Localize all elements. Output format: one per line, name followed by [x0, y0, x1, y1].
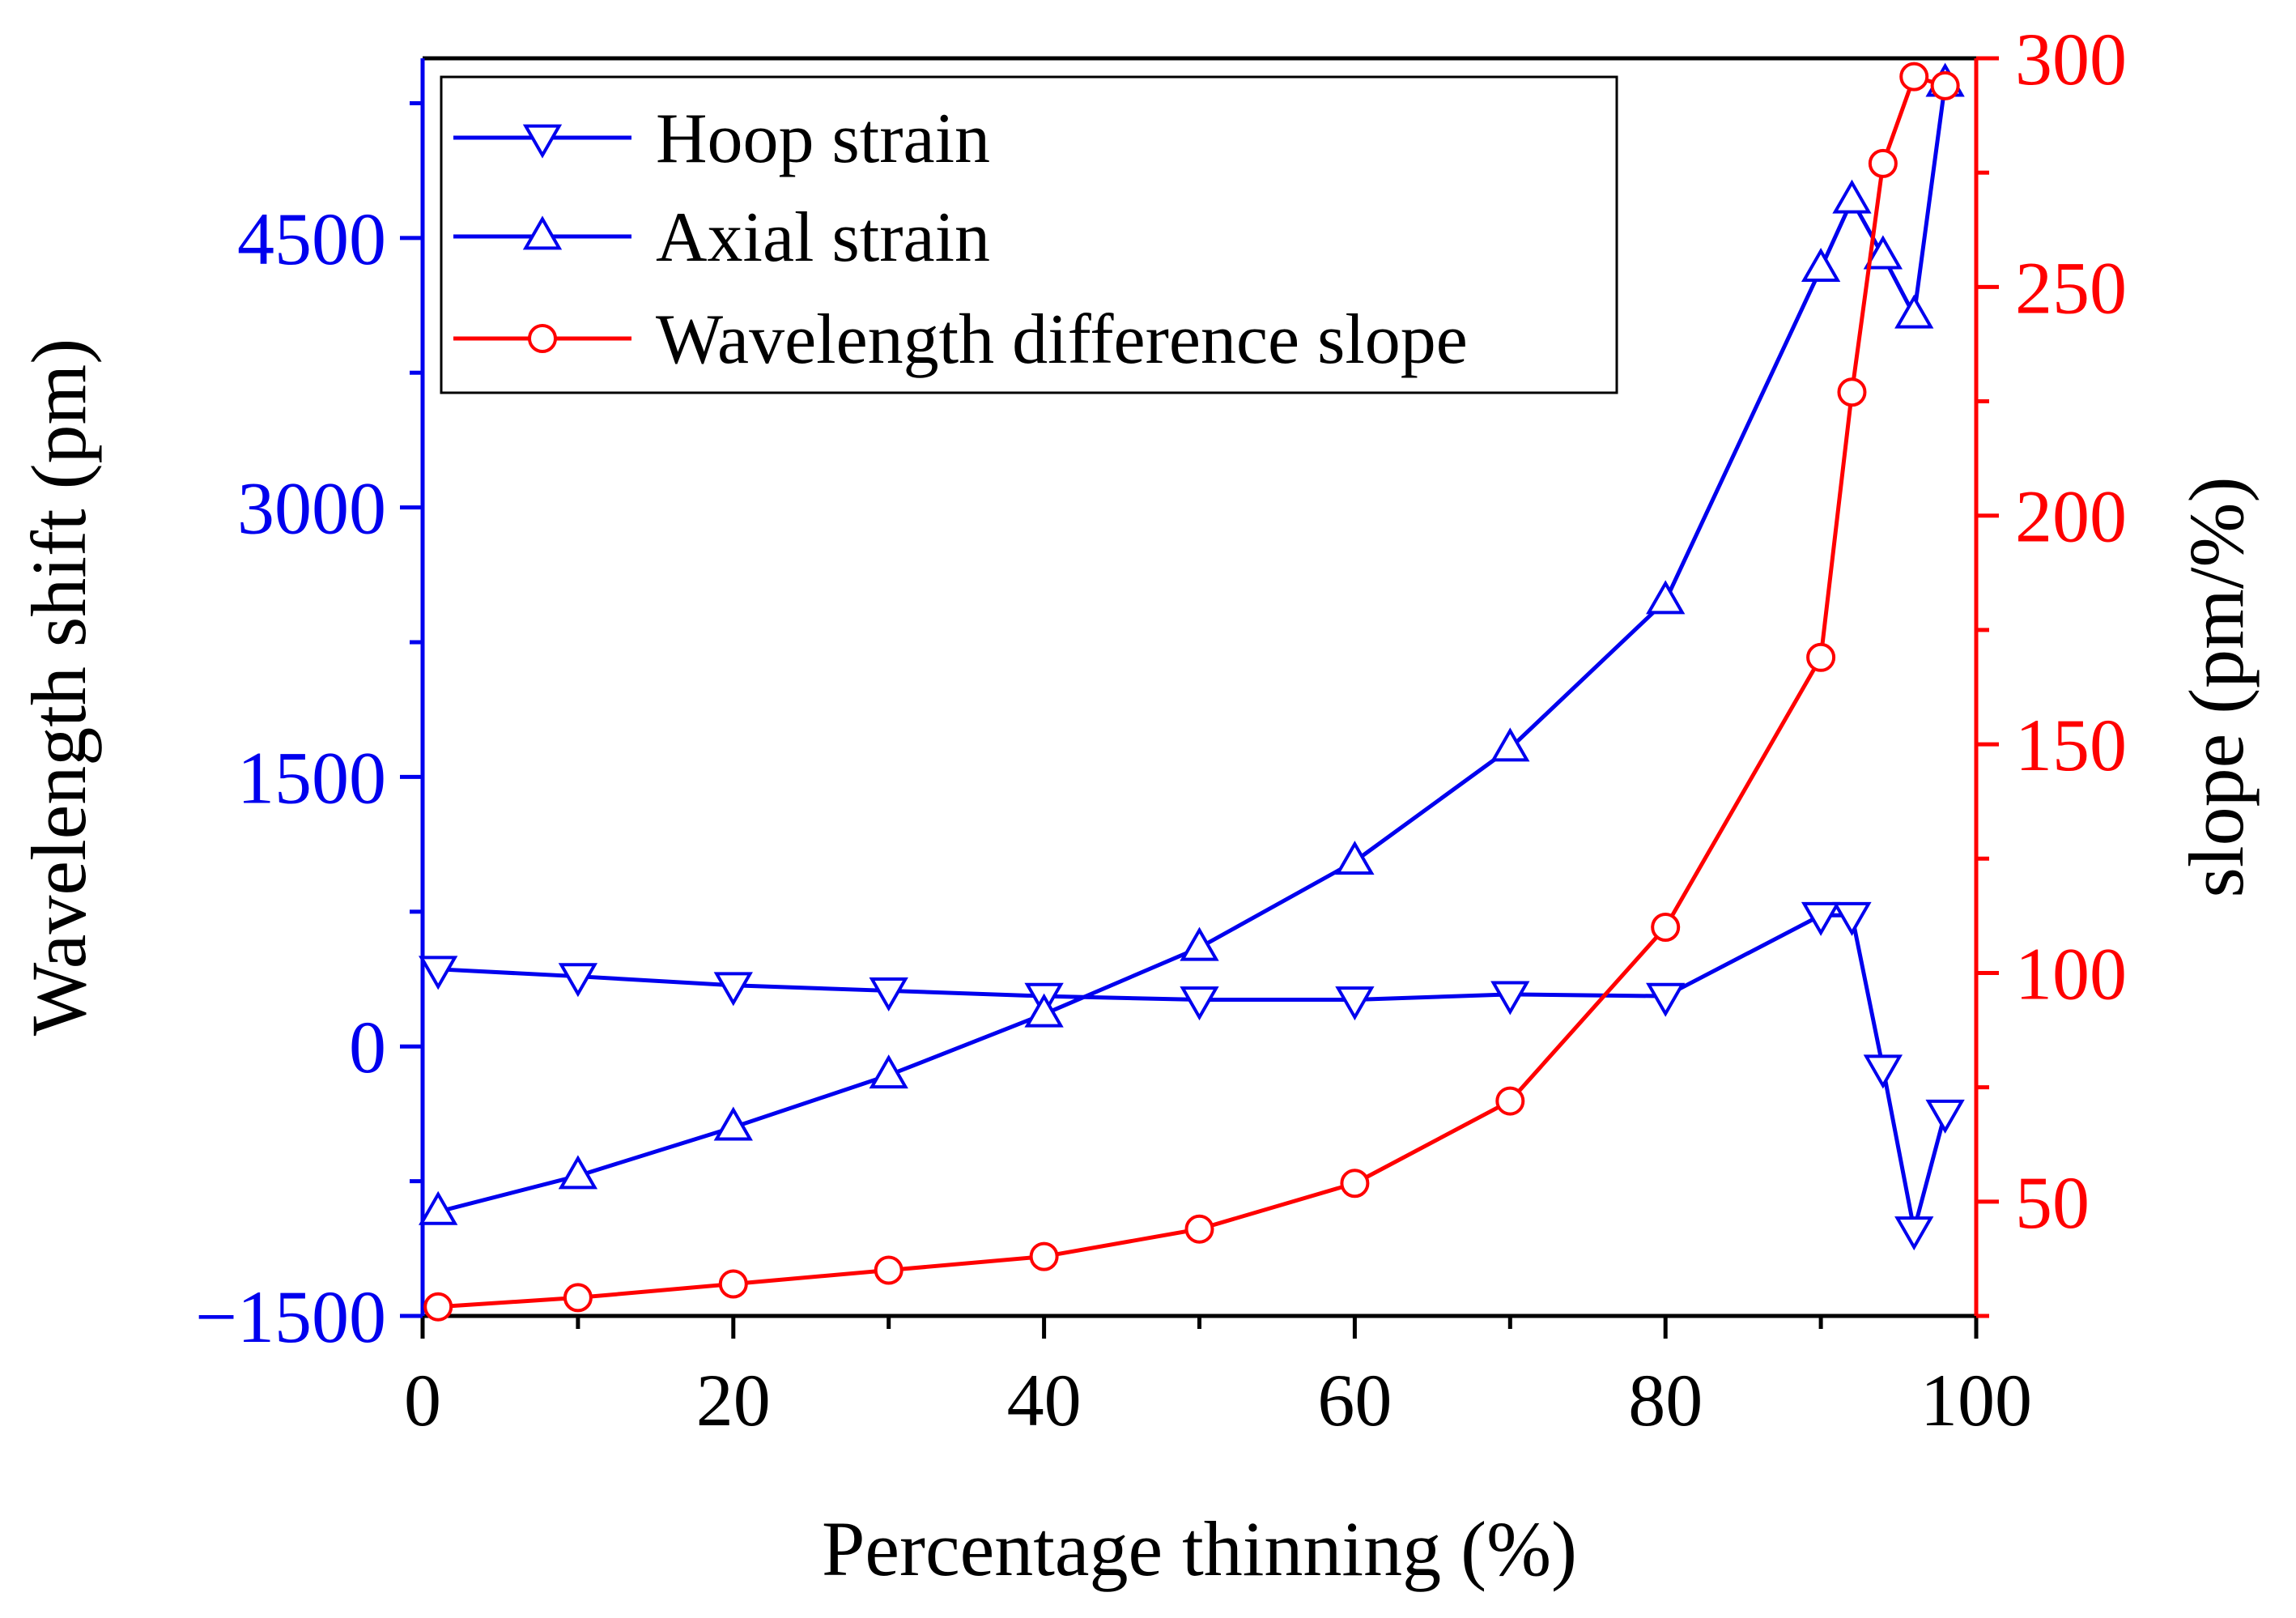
- hoop-strain-point: [1180, 986, 1219, 1021]
- y-left-tick-label: 1500: [237, 736, 386, 819]
- hoop-strain-point: [1335, 986, 1375, 1021]
- hoop-strain-point: [1832, 901, 1872, 936]
- y-right-tick-label: 300: [2015, 18, 2127, 100]
- wavelength-difference-slope-point: [1837, 377, 1867, 407]
- wavelength-difference-slope-point: [1651, 912, 1681, 942]
- y-right-axis-title: slope (pm/%): [2173, 477, 2260, 898]
- legend-marker: [528, 324, 557, 353]
- hoop-strain-point: [1863, 1054, 1903, 1089]
- y-left-tick-label: −1500: [195, 1275, 386, 1358]
- legend-label: Hoop strain: [656, 100, 990, 178]
- axial-strain-point: [558, 1155, 598, 1190]
- axial-strain-point: [713, 1106, 753, 1141]
- y-left-tick-label: 4500: [237, 198, 386, 280]
- legend-marker: [522, 124, 563, 159]
- x-tick-label: 60: [1317, 1359, 1392, 1441]
- y-left-axis-title: Wavelength shift (pm): [15, 339, 102, 1036]
- hoop-strain-point: [419, 956, 458, 990]
- wavelength-difference-slope-point: [423, 1292, 453, 1322]
- wavelength-difference-slope-point: [1868, 148, 1898, 178]
- hoop-strain-point: [1801, 901, 1841, 936]
- y-right-tick-label: 250: [2015, 246, 2127, 329]
- y-right-tick-label: 100: [2015, 932, 2127, 1015]
- axial-strain-point: [419, 1190, 458, 1225]
- axial-strain-point: [1863, 235, 1903, 270]
- wavelength-difference-slope-point: [563, 1283, 593, 1313]
- legend-box: [440, 75, 1618, 394]
- y-right-tick-label: 200: [2015, 475, 2127, 558]
- wavelength-difference-slope-point: [1340, 1169, 1370, 1199]
- hoop-strain-point: [1894, 1216, 1934, 1251]
- x-axis-title: Percentage thinning (%): [822, 1505, 1577, 1592]
- labels-layer: 0 20 40 60 80 100−150001500300045005010015020…: [15, 18, 2260, 1592]
- axial-strain-point: [1801, 247, 1841, 282]
- hoop-strain-point: [558, 963, 598, 998]
- hoop-strain-point: [713, 972, 753, 1007]
- hoop-strain-line: [438, 913, 1948, 1233]
- wavelength-difference-slope-point: [1029, 1241, 1059, 1271]
- x-tick-label: 0: [404, 1359, 441, 1441]
- legend-label: Wavelength difference slope: [656, 300, 1468, 379]
- wavelength-difference-slope-point: [1495, 1086, 1525, 1116]
- wavelength-difference-slope-line: [438, 75, 1946, 1309]
- x-tick-label: 40: [1007, 1359, 1082, 1441]
- wavelength-difference-slope-point: [1899, 62, 1929, 92]
- wavelength-difference-slope-point: [874, 1255, 904, 1285]
- y-left-tick-label: 0: [349, 1006, 386, 1088]
- axes-layer: [400, 56, 1999, 1339]
- x-tick-label: 100: [1920, 1359, 2032, 1441]
- legend-label: Axial strain: [656, 198, 990, 277]
- wavelength-difference-slope-point: [1806, 642, 1836, 672]
- axial-strain-point: [1335, 841, 1375, 875]
- axial-strain-point: [1832, 179, 1872, 214]
- axial-strain-point: [869, 1054, 908, 1089]
- axial-strain-point: [1490, 727, 1530, 762]
- wavelength-difference-slope-point: [1930, 70, 1960, 100]
- y-right-tick-label: 50: [2015, 1161, 2090, 1244]
- hoop-strain-point: [1925, 1099, 1965, 1134]
- x-tick-label: 20: [696, 1359, 771, 1441]
- axial-strain-point: [1024, 993, 1064, 1028]
- axial-strain-point: [1180, 926, 1219, 961]
- hoop-strain-point: [1490, 981, 1530, 1016]
- legend: Hoop strain Axial strain Wavelength differ…: [440, 75, 1618, 394]
- hoop-strain-point: [1646, 982, 1686, 1017]
- x-tick-label: 80: [1628, 1359, 1703, 1441]
- axial-strain-point: [1646, 580, 1686, 615]
- wavelength-difference-slope-point: [718, 1269, 748, 1299]
- hoop-strain-point: [869, 977, 908, 1012]
- axial-strain-point: [1894, 294, 1934, 329]
- wavelength-difference-slope-point: [1184, 1214, 1214, 1244]
- series-layer: [419, 62, 1965, 1322]
- y-left-tick-label: 3000: [237, 467, 386, 550]
- legend-marker: [522, 215, 563, 250]
- y-right-tick-label: 150: [2015, 704, 2127, 786]
